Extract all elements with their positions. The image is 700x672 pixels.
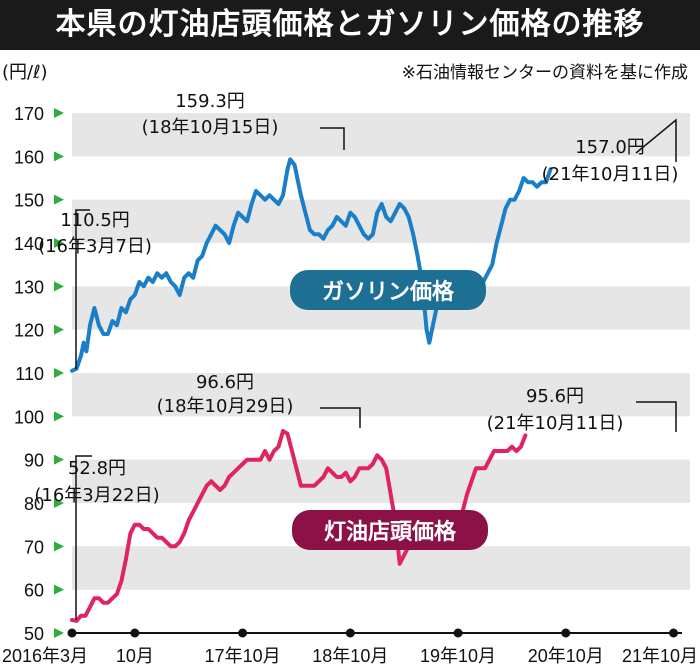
gasoline-annotation-date: (18年10月15日) <box>142 117 279 138</box>
y-tick-marker <box>54 498 64 508</box>
x-tick-dot <box>238 628 248 638</box>
gasoline-annotation-date: (21年10月11日) <box>542 164 679 185</box>
x-tick-label: 2016年3月 <box>2 646 88 666</box>
y-tick-label: 110 <box>15 364 44 384</box>
x-tick-label: 21年10月 <box>622 646 698 666</box>
y-tick-label: 160 <box>14 147 44 167</box>
gasoline-annotation-value: 157.0円 <box>575 137 645 158</box>
kerosene-annotation-date: (21年10月11日) <box>487 413 624 434</box>
y-tick-marker <box>54 628 64 638</box>
x-tick-dot <box>669 628 679 638</box>
source-note: ※石油情報センターの資料を基に作成 <box>402 63 688 83</box>
x-tick-dot <box>345 628 355 638</box>
grid-band <box>72 113 690 157</box>
annotation-leader <box>75 455 92 620</box>
gasoline-line <box>70 157 553 373</box>
chart-title: 本県の灯油店頭価格とガソリン価格の推移 <box>55 7 645 42</box>
annotation-leader <box>75 209 90 369</box>
title-bar <box>0 0 700 50</box>
annotation-leader <box>636 401 677 432</box>
y-tick-marker <box>54 108 64 118</box>
x-tick-label: 17年10月 <box>205 646 281 666</box>
kerosene-annotation-date: (18年10月29日) <box>157 396 294 417</box>
y-tick-label: 80 <box>24 494 44 514</box>
y-tick-label: 130 <box>14 277 44 297</box>
x-tick-label: 18年10月 <box>312 646 388 666</box>
y-tick-marker <box>54 151 64 162</box>
y-tick-marker <box>54 238 64 248</box>
gasoline-annotation-date: (16年3月7日) <box>38 236 152 257</box>
kerosene-label-badge <box>292 510 488 550</box>
grid-band <box>72 373 690 417</box>
gasoline-label-text: ガソリン価格 <box>322 279 455 305</box>
kerosene-annotation-value: 96.6円 <box>196 372 254 393</box>
kerosene-annotation-date: (16年3月22日) <box>34 485 159 506</box>
y-tick-label: 60 <box>24 581 44 601</box>
x-tick-label: 10月 <box>116 646 154 666</box>
chart-area: 170 160 150 140 130 120 110 100 90 80 70 60 50 2016年… <box>2 62 698 666</box>
grid-band <box>72 459 690 503</box>
y-tick-marker <box>54 454 64 465</box>
annotation-leader <box>320 407 361 428</box>
x-tick-dot <box>67 628 77 638</box>
y-tick-label: 120 <box>14 321 44 341</box>
x-tick-dot <box>561 628 571 638</box>
x-tick-label: 20年10月 <box>528 646 604 666</box>
y-tick-label: 100 <box>14 407 44 427</box>
x-tick-dot <box>453 628 463 638</box>
y-tick-marker <box>54 368 64 378</box>
kerosene-annotation-value: 52.8円 <box>68 458 126 479</box>
kerosene-annotation-value: 95.6円 <box>526 386 584 407</box>
y-tick-marker <box>54 281 64 292</box>
y-tick-label: 170 <box>14 104 44 124</box>
gasoline-annotation-value: 159.3円 <box>175 91 245 112</box>
y-tick-marker <box>54 194 64 205</box>
annotation-leader <box>635 118 677 162</box>
annotation-leader <box>320 127 345 150</box>
y-tick-label: 70 <box>24 537 44 557</box>
y-tick-marker <box>54 411 64 422</box>
grid-band <box>72 546 690 590</box>
y-tick-label: 150 <box>14 191 44 211</box>
kerosene-label-text: 灯油店頭価格 <box>324 519 457 545</box>
gasoline-label-badge <box>290 270 486 310</box>
x-tick-label: 19年10月 <box>420 646 496 666</box>
y-tick-label: 50 <box>24 624 44 644</box>
y-tick-marker <box>54 541 64 552</box>
y-tick-marker <box>54 324 64 335</box>
y-axis-unit: (円/ℓ) <box>2 62 48 83</box>
x-tick-dot <box>130 628 140 638</box>
y-tick-label: 140 <box>14 234 44 254</box>
y-tick-label: 90 <box>24 451 44 471</box>
y-tick-marker <box>54 584 64 595</box>
gasoline-annotation-value: 110.5円 <box>60 210 130 231</box>
